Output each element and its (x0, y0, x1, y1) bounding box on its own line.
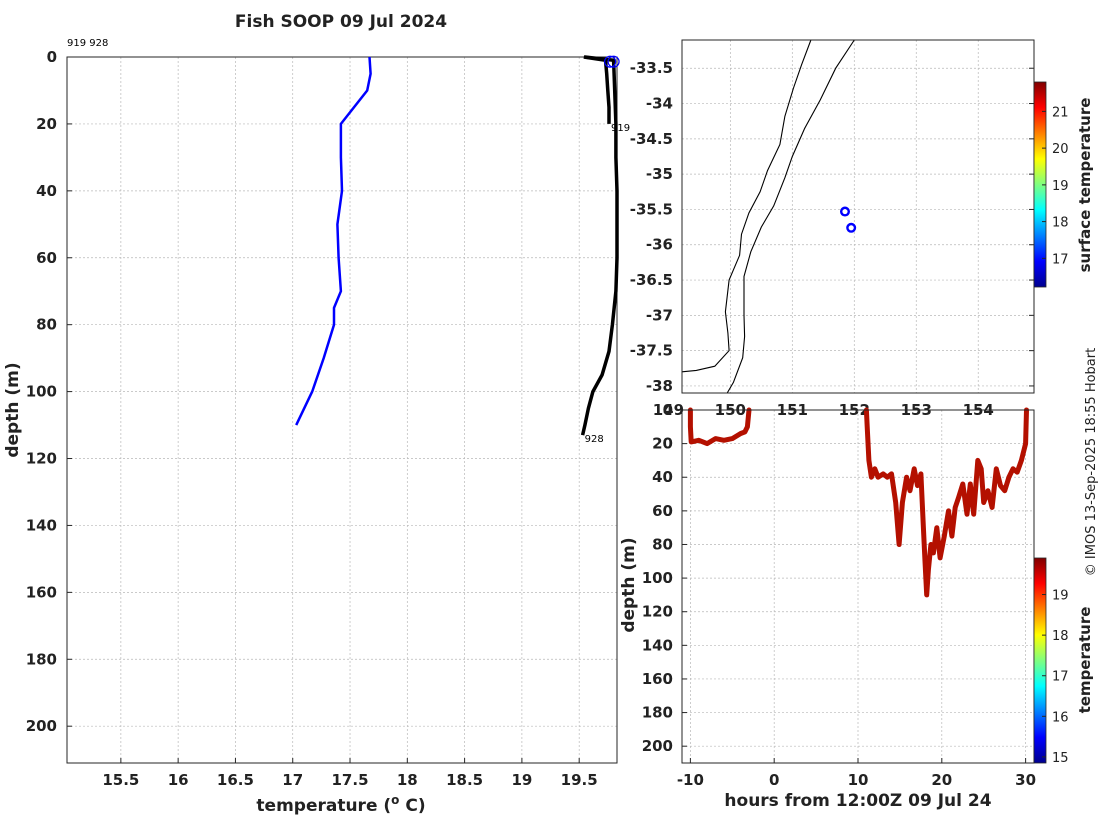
time-y-tick-label: 40 (652, 468, 673, 486)
profile-y-tick-label: 80 (36, 316, 57, 334)
profile-x-tick-label: 17.5 (332, 771, 369, 789)
profile-y-tick-label: 140 (26, 516, 57, 534)
profile-y-tick-label: 40 (36, 182, 57, 200)
profile-corner-label: 919 928 (67, 38, 108, 49)
station-marker (839, 206, 850, 217)
profile-panel: 919 928 15.5 16 16.5 17 17.5 18 18.5 19 19.5 0 20 40… (3, 38, 630, 816)
map-ticks: 149 150 151 152 153 154-33.5-34-34.5-35-35.5-… (630, 59, 1034, 419)
profile-x-tick-label: 16.5 (217, 771, 254, 789)
surface-colorbar-tick-label: 20 (1052, 142, 1069, 157)
profile-x-tick-label: 16 (168, 771, 189, 789)
map-lat-tick-label: -35 (646, 165, 673, 183)
temperature-colorbar (1033, 557, 1047, 764)
time-y-tick-label: 20 (652, 435, 673, 453)
temperature-colorbar-ticks: 15 16 17 18 19 (1042, 589, 1069, 766)
profile-line-label: 928 (585, 434, 604, 445)
time-y-tick-label: 0 (663, 401, 673, 419)
profile-x-tick-label: 15.5 (102, 771, 139, 789)
time-y-tick-label: 80 (652, 535, 673, 553)
time-depth-y-axis-label: depth (m) (619, 537, 639, 632)
map-lat-tick-label: -36.5 (630, 271, 673, 289)
time-x-tick-label: 30 (1015, 771, 1036, 789)
profile-y-tick-label: 180 (26, 650, 57, 668)
profile-line-label: 919 (611, 123, 630, 134)
map-lat-tick-label: -38 (646, 377, 673, 395)
time-y-tick-label: 180 (642, 704, 673, 722)
map-lat-tick-label: -37.5 (630, 342, 673, 360)
station-marker (846, 222, 857, 233)
time-y-tick-label: 160 (642, 670, 673, 688)
surface-colorbar-tick-label: 21 (1052, 105, 1069, 120)
time-x-tick-label: 10 (848, 771, 869, 789)
profile-line-0 (295, 56, 372, 426)
map-lines (681, 39, 855, 394)
profile-x-tick-label: 19.5 (561, 771, 598, 789)
profile-y-tick-label: 60 (36, 249, 57, 267)
profile-y-tick-label: 200 (26, 717, 57, 735)
isobath-line (726, 39, 855, 394)
map-axes-box (681, 39, 1035, 394)
profile-y-axis-label: depth (m) (3, 362, 23, 457)
map-grid (682, 40, 1034, 393)
surface-colorbar-tick-label: 18 (1052, 216, 1069, 231)
depth-track (687, 407, 752, 447)
profile-y-tick-label: 160 (26, 583, 57, 601)
temperature-colorbar-tick-label: 19 (1052, 589, 1069, 604)
map-lon-tick-label: 149 (653, 401, 684, 419)
time-depth-ticks: -10 0 10 20 30 0 20 40 60 80 100 120 140 160 180 200 (642, 401, 1036, 789)
map-lat-tick-label: -36 (646, 236, 673, 254)
surface-colorbar-tick-label: 19 (1052, 179, 1069, 194)
map-lat-tick-label: -33.5 (630, 59, 673, 77)
profile-y-tick-label: 20 (36, 115, 57, 133)
map-panel: 149 150 151 152 153 154-33.5-34-34.5-35-35.5-… (630, 39, 1094, 419)
profile-x-tick-label: 19 (511, 771, 532, 789)
time-y-tick-label: 200 (642, 737, 673, 755)
map-lat-tick-label: -34 (646, 95, 673, 113)
figure-title: Fish SOOP 09 Jul 2024 (235, 12, 447, 32)
profile-series: 919 928 (295, 55, 630, 445)
time-depth-x-axis-label: hours from 12:00Z 09 Jul 24 (724, 791, 991, 811)
profile-x-axis-label: temperature (o C) (256, 793, 425, 816)
temperature-colorbar-tick-label: 17 (1052, 670, 1069, 685)
profile-start-marker (607, 55, 620, 68)
surface-colorbar-label: surface temperature (1076, 98, 1094, 273)
temperature-colorbar-tick-label: 16 (1052, 710, 1069, 725)
profile-ticks: 15.5 16 16.5 17 17.5 18 18.5 19 19.5 0 20 40 60 80 100… (26, 48, 598, 789)
time-y-tick-label: 120 (642, 603, 673, 621)
profile-start-marker (604, 55, 617, 68)
time-x-tick-label: -10 (677, 771, 704, 789)
degree-superscript: o (391, 793, 399, 807)
surface-colorbar-tick-label: 17 (1052, 252, 1069, 267)
time-depth-tracks (687, 407, 1029, 598)
temperature-colorbar-label: temperature (1076, 607, 1094, 714)
profile-y-tick-label: 120 (26, 450, 57, 468)
profile-grid (67, 56, 617, 763)
profile-y-tick-label: 100 (26, 383, 57, 401)
time-depth-grid (682, 409, 1034, 763)
map-stations (839, 206, 857, 233)
surface-colorbar-ticks: 17 18 19 20 21 (1042, 105, 1069, 267)
time-x-tick-label: 20 (931, 771, 952, 789)
temperature-colorbar-tick-label: 15 (1052, 751, 1069, 766)
coastline (681, 39, 812, 373)
map-lat-tick-label: -34.5 (630, 130, 673, 148)
profile-axes-box (66, 56, 618, 764)
profile-y-tick-label: 0 (47, 48, 57, 66)
profile-x-tick-label: 18.5 (446, 771, 483, 789)
time-depth-panel: -10 0 10 20 30 0 20 40 60 80 100 120 140 160 180 200 ho… (619, 401, 1094, 811)
time-y-tick-label: 140 (642, 636, 673, 654)
profile-x-tick-label: 17 (282, 771, 303, 789)
time-y-tick-label: 100 (642, 569, 673, 587)
map-lat-tick-label: -37 (646, 306, 673, 324)
map-lat-tick-label: -35.5 (630, 200, 673, 218)
profile-line-2 (580, 55, 619, 436)
credit-label: © IMOS 13-Sep-2025 18:55 Hobart (1084, 348, 1099, 576)
temperature-colorbar-tick-label: 18 (1052, 629, 1069, 644)
profile-x-tick-label: 18 (397, 771, 418, 789)
time-y-tick-label: 60 (652, 502, 673, 520)
depth-track (863, 407, 1029, 598)
time-x-tick-label: 0 (769, 771, 779, 789)
profile-line-1 (583, 55, 611, 124)
